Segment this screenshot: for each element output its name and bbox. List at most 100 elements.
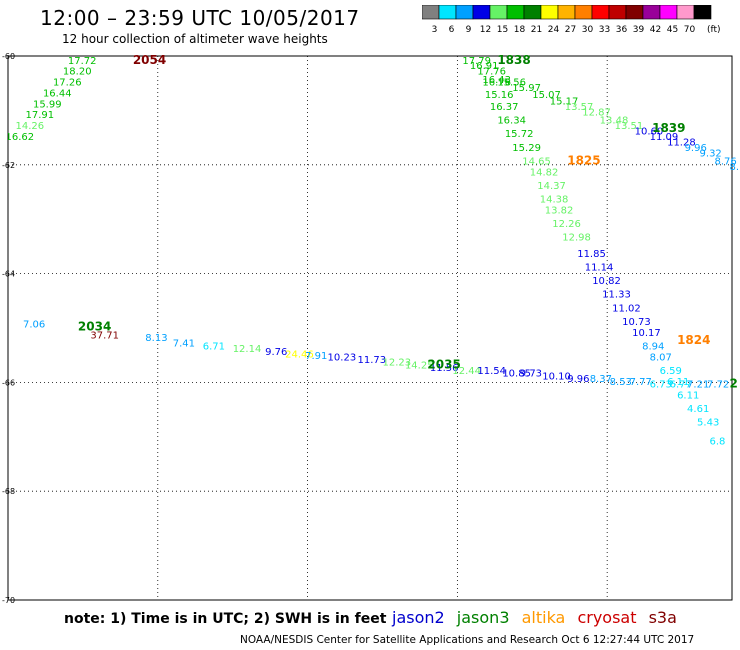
legend-label: 30 xyxy=(582,25,594,35)
wave-height-value: 7.41 xyxy=(173,339,195,350)
wave-height-value: 12.14 xyxy=(233,344,262,355)
wave-height-value: 8.76 xyxy=(715,156,737,167)
wave-height-value: 10.73 xyxy=(622,317,651,328)
wave-height-value: 16.34 xyxy=(497,116,526,127)
wave-height-value: 6.59 xyxy=(660,366,682,377)
wave-height-value: 11.28 xyxy=(667,137,696,148)
wave-height-value: 10.17 xyxy=(632,328,661,339)
wave-height-value: 14.38 xyxy=(540,195,569,206)
wave-height-value: 12.98 xyxy=(562,233,591,244)
pass-time-label: 1838 xyxy=(497,53,530,67)
wave-height-value: 15.17 xyxy=(550,97,579,108)
legend-label: 45 xyxy=(667,25,678,35)
wave-height-value: 6.8 xyxy=(710,437,726,448)
wave-height-value: 17.72 xyxy=(68,56,97,67)
legend-label: 12 xyxy=(480,25,491,35)
wave-height-value: 24.46 xyxy=(285,350,314,361)
wave-height-value: 11.85 xyxy=(577,249,606,260)
wave-height-value: 8.53 xyxy=(610,377,632,388)
wave-height-value: 14.82 xyxy=(530,167,559,178)
wave-height-value: 12.44 xyxy=(452,366,481,377)
pass-time-label: 2034 xyxy=(78,319,111,333)
lat-label: -68 xyxy=(2,487,15,496)
observation-layer: 17.7218.2017.2616.4415.9917.9114.2616.62… xyxy=(6,53,740,448)
wave-height-value: 14.37 xyxy=(537,181,566,192)
satellite-jason3: jason3 xyxy=(456,608,510,627)
satellite-jason2: jason2 xyxy=(392,608,445,627)
wave-height-value: 11.54 xyxy=(477,366,506,377)
wave-height-value: 14.65 xyxy=(522,156,551,167)
legend-label: 36 xyxy=(616,25,628,35)
wave-height-value: 11.73 xyxy=(358,355,387,366)
wave-height-value: 12.26 xyxy=(552,219,581,230)
wave-height-value: 7.91 xyxy=(305,351,327,362)
wave-height-value: 16.44 xyxy=(43,88,72,99)
wave-height-value: 6.11 xyxy=(667,377,689,388)
satellite-cryosat: cryosat xyxy=(577,608,637,627)
wave-height-value: 11.14 xyxy=(585,263,614,274)
legend-label: 42 xyxy=(650,25,661,35)
wave-height-value: 4.61 xyxy=(687,404,709,415)
legend-label: 15 xyxy=(497,25,508,35)
wave-height-value: 15.07 xyxy=(532,90,561,101)
lat-label: -60 xyxy=(2,52,15,61)
wave-height-value: 17.79 xyxy=(462,56,491,67)
wave-height-value: 16.91 xyxy=(470,61,499,72)
legend-label: 6 xyxy=(449,25,455,35)
wave-height-value: 14.26 xyxy=(15,121,44,132)
wave-height-value: 13.82 xyxy=(545,205,574,216)
color-legend: 3 6 9 12 15 18 21 24 27 30 33 36 39 42 45 70 (ft) xyxy=(422,5,721,35)
legend-label: 3 xyxy=(432,25,438,35)
wave-height-value: 8.13 xyxy=(145,333,167,344)
wave-height-value: 8.07 xyxy=(650,352,672,363)
lat-label: -70 xyxy=(2,596,15,605)
wave-height-value: 15.29 xyxy=(512,143,541,154)
wave-height-value: 12.87 xyxy=(582,107,611,118)
legend-label: 70 xyxy=(684,25,696,35)
wave-height-value: 10.85 xyxy=(502,369,531,380)
legend-label: 9 xyxy=(466,25,472,35)
legend-label: 33 xyxy=(599,25,610,35)
wave-height-value: 17.26 xyxy=(53,78,82,89)
legend-label: 27 xyxy=(565,25,576,35)
wave-height-value: 11.09 xyxy=(650,132,679,143)
satellite-altika: altika xyxy=(521,608,566,627)
wave-height-value: 15.99 xyxy=(33,99,62,110)
wave-height-value: 16.37 xyxy=(490,102,519,113)
map-frame xyxy=(7,55,733,601)
wave-height-value: 13.48 xyxy=(600,116,629,127)
wave-height-value: 15.72 xyxy=(505,129,534,140)
lat-label: -62 xyxy=(2,161,15,170)
pass-time-label: 2035 xyxy=(427,357,460,371)
wave-height-value: 6.73 xyxy=(650,379,672,390)
wave-height-value: 8.94 xyxy=(642,341,664,352)
wave-height-value: 9.32 xyxy=(700,148,722,159)
pass-time-label: 1824 xyxy=(677,333,710,347)
wave-height-value: 11.33 xyxy=(602,290,631,301)
legend-swatch xyxy=(693,5,712,20)
wave-height-value: 18.20 xyxy=(63,67,92,78)
wave-height-value: 8.7 xyxy=(730,162,740,173)
wave-height-value: 16.62 xyxy=(6,132,35,143)
wave-height-value: 9.73 xyxy=(520,369,542,380)
wave-height-value: 9.96 xyxy=(567,374,589,385)
wave-height-value: 5.43 xyxy=(697,418,719,429)
wave-height-value: 6.11 xyxy=(677,390,699,401)
lat-label: -66 xyxy=(2,378,15,387)
legend-label: 24 xyxy=(548,25,560,35)
wave-height-value: 15.97 xyxy=(512,83,541,94)
wave-height-value: 10.23 xyxy=(328,352,357,363)
wave-height-value: 11.56 xyxy=(430,363,459,374)
wave-height-value: 37.71 xyxy=(90,331,119,342)
wave-height-value: 11.02 xyxy=(612,303,641,314)
legend-label: 39 xyxy=(633,25,645,35)
wave-height-value: 10.10 xyxy=(542,371,571,382)
legend-label: 21 xyxy=(531,25,542,35)
satellite-legend: jason2 jason3 altika cryosat s3a xyxy=(392,608,684,627)
pass-time-label: 1825 xyxy=(567,153,600,167)
wave-height-value: 6.77 xyxy=(670,379,692,390)
wave-height-value: 12.23 xyxy=(382,358,411,369)
wave-height-value: 10.60 xyxy=(635,127,664,138)
wave-height-value: 7.21 xyxy=(687,379,709,390)
footnote: note: 1) Time is in UTC; 2) SWH is in fe… xyxy=(64,611,387,627)
